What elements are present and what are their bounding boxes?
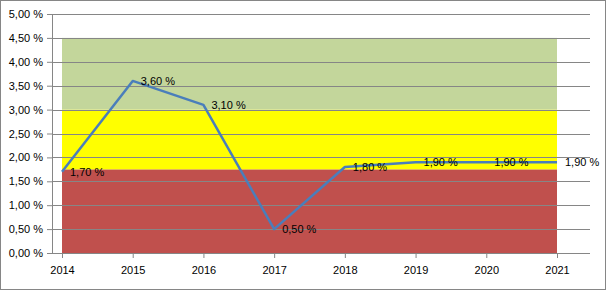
- y-tick: 1,50 %: [9, 175, 52, 187]
- band: [62, 38, 557, 110]
- x-tick-mark: [416, 253, 417, 258]
- y-tick: 5,00 %: [9, 8, 52, 20]
- y-tick-mark: [47, 134, 52, 135]
- y-tick-mark: [47, 205, 52, 206]
- x-tick-label: 2016: [192, 264, 216, 276]
- x-tick: 2020: [475, 253, 499, 276]
- y-tick-label: 5,00 %: [9, 8, 43, 20]
- x-tick: 2018: [333, 253, 357, 276]
- y-tick-mark: [47, 253, 52, 254]
- x-tick-label: 2018: [333, 264, 357, 276]
- y-tick-label: 3,00 %: [9, 104, 43, 116]
- x-baseline: [52, 253, 590, 254]
- y-tick-label: 0,00 %: [9, 247, 43, 259]
- y-tick-mark: [47, 14, 52, 15]
- y-tick-label: 4,50 %: [9, 32, 43, 44]
- grid-line: [52, 86, 590, 87]
- x-axis-line: [63, 253, 558, 254]
- grid-line: [52, 134, 590, 135]
- data-label: 0,50 %: [282, 223, 316, 235]
- x-tick-label: 2021: [545, 264, 569, 276]
- x-tick-label: 2014: [50, 264, 74, 276]
- y-tick-mark: [47, 62, 52, 63]
- y-tick-label: 1,00 %: [9, 199, 43, 211]
- y-tick-label: 1,50 %: [9, 175, 43, 187]
- x-tick: 2017: [262, 253, 286, 276]
- grid-line: [52, 62, 590, 63]
- data-label: 1,80 %: [353, 161, 387, 173]
- band: [62, 110, 557, 170]
- x-tick-mark: [203, 253, 204, 258]
- data-labels: 1,70 % 3,60 % 3,10 % 0,50 % 1,80 % 1,90 % 1,90…: [70, 75, 599, 235]
- grid-line: [52, 181, 590, 182]
- x-tick-label: 2020: [475, 264, 499, 276]
- y-tick-label: 2,50 %: [9, 128, 43, 140]
- y-tick-label: 2,00 %: [9, 151, 43, 163]
- data-label: 1,90 %: [565, 156, 599, 168]
- y-tick: 2,50 %: [9, 128, 52, 140]
- x-tick: 2019: [404, 253, 428, 276]
- y-tick: 0,00 %: [9, 247, 52, 259]
- y-tick-mark: [47, 157, 52, 158]
- y-tick: 3,00 %: [9, 104, 52, 116]
- chart: 0,00 % 0,50 % 1,00 % 1,50 % 2,00 % 2,50 % 3,00…: [0, 0, 606, 290]
- bands: [62, 38, 557, 253]
- x-tick: 2016: [192, 253, 216, 276]
- y-tick: 1,00 %: [9, 199, 52, 211]
- x-tick-mark: [557, 253, 558, 258]
- line: [62, 81, 557, 229]
- x-tick: 2021: [545, 253, 569, 276]
- series: [62, 81, 557, 229]
- y-tick: 0,50 %: [9, 223, 52, 235]
- grid: [52, 15, 590, 254]
- y-axis-line: [52, 15, 53, 254]
- y-tick-mark: [47, 229, 52, 230]
- grid-line: [52, 253, 590, 254]
- y-tick-label: 4,00 %: [9, 56, 43, 68]
- grid-line: [52, 110, 590, 111]
- x-tick-mark: [274, 253, 275, 258]
- chart-frame: [1, 1, 606, 290]
- y-tick-mark: [47, 38, 52, 39]
- x-tick-label: 2015: [121, 264, 145, 276]
- x-tick-mark: [486, 253, 487, 258]
- x-tick-label: 2019: [404, 264, 428, 276]
- x-tick-mark: [345, 253, 346, 258]
- x-tick: 2015: [121, 253, 145, 276]
- y-tick: 4,00 %: [9, 56, 52, 68]
- data-label: 1,90 %: [494, 156, 528, 168]
- y-tick-label: 3,50 %: [9, 80, 43, 92]
- y-axis: 0,00 % 0,50 % 1,00 % 1,50 % 2,00 % 2,50 % 3,00…: [9, 8, 53, 259]
- data-label: 1,70 %: [70, 166, 104, 178]
- x-tick: 2014: [50, 253, 74, 276]
- y-tick: 3,50 %: [9, 80, 52, 92]
- y-tick: 4,50 %: [9, 32, 52, 44]
- grid-line: [52, 229, 590, 230]
- data-label: 3,10 %: [211, 99, 245, 111]
- y-tick: 2,00 %: [9, 151, 52, 163]
- x-tick-mark: [62, 253, 63, 258]
- data-label: 3,60 %: [141, 75, 175, 87]
- grid-line: [52, 38, 590, 39]
- y-tick-mark: [47, 86, 52, 87]
- x-tick-mark: [133, 253, 134, 258]
- grid-line: [52, 205, 590, 206]
- grid-line: [52, 14, 590, 15]
- x-tick-label: 2017: [262, 264, 286, 276]
- y-tick-mark: [47, 181, 52, 182]
- x-axis: 2014 2015 2016 2017 2018 2019 2020 2021: [50, 253, 569, 276]
- y-tick-mark: [47, 110, 52, 111]
- y-tick-label: 0,50 %: [9, 223, 43, 235]
- data-label: 1,90 %: [424, 156, 458, 168]
